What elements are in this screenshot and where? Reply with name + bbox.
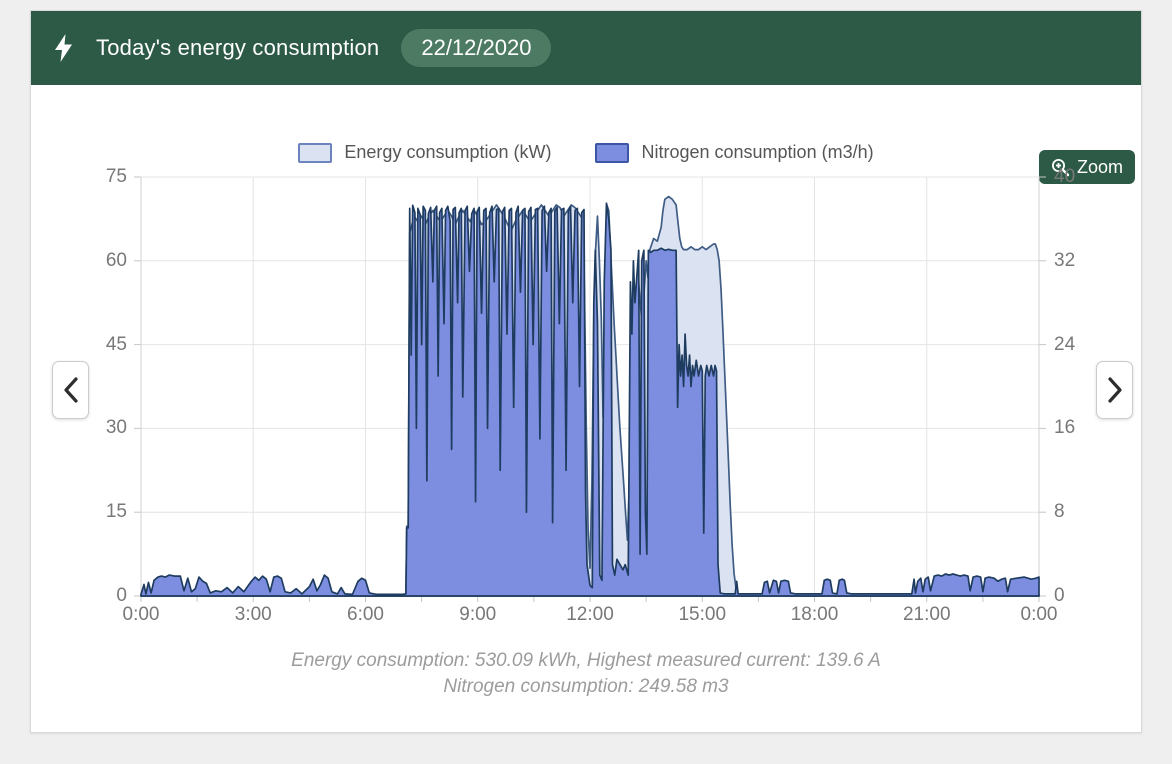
next-day-button[interactable] bbox=[1096, 361, 1133, 419]
axis-tick-label: 15:00 bbox=[678, 604, 727, 625]
legend-item-energy: Energy consumption (kW) bbox=[298, 142, 551, 163]
axis-tick-label: 16 bbox=[1054, 417, 1076, 439]
axis-tick-label: 18:00 bbox=[790, 604, 839, 625]
chevron-left-icon bbox=[63, 377, 79, 403]
axis-tick-label: 9:00 bbox=[459, 604, 497, 625]
axis-tick-label: 75 bbox=[105, 166, 127, 187]
series-area-1 bbox=[140, 202, 1040, 597]
axis-tick-label: 24 bbox=[1054, 333, 1076, 355]
legend-label-nitrogen: Nitrogen consumption (m3/h) bbox=[641, 142, 874, 162]
axis-tick-label: 6:00 bbox=[347, 604, 384, 625]
y-axis-right: 0 8 16 24 32 40 bbox=[1039, 167, 1141, 606]
energy-consumption-card: Today's energy consumption 22/12/2020 Zo… bbox=[30, 10, 1142, 733]
summary-line-energy: Energy consumption: 530.09 kWh, Highest … bbox=[291, 650, 881, 671]
zoom-button-label: Zoom bbox=[1076, 156, 1123, 177]
legend-item-nitrogen: Nitrogen consumption (m3/h) bbox=[595, 142, 874, 163]
date-badge: 22/12/2020 bbox=[401, 29, 552, 67]
lightning-bolt-icon bbox=[53, 33, 74, 63]
axis-tick-label: 0:00 bbox=[1020, 604, 1058, 625]
axis-tick-label: 0 bbox=[116, 585, 127, 606]
chevron-right-icon bbox=[1107, 377, 1123, 403]
legend-label-energy: Energy consumption (kW) bbox=[344, 142, 552, 162]
chart-summary: Energy consumption: 530.09 kWh, Highest … bbox=[31, 648, 1141, 700]
plot-row: 0 15 30 45 60 75 0 8 16 24 32 40 bbox=[31, 167, 1141, 606]
axis-tick-label: 0 bbox=[1054, 585, 1065, 606]
x-axis-row: 0:00 3:00 6:00 9:00 12:00 15:00 18:00 21:00 0:00 bbox=[31, 596, 1141, 632]
axis-tick-label: 21:00 bbox=[902, 604, 951, 625]
y-axis-left: 0 15 30 45 60 75 bbox=[31, 167, 141, 606]
card-header: Today's energy consumption 22/12/2020 bbox=[31, 11, 1141, 85]
legend-swatch bbox=[595, 142, 630, 163]
axis-tick-label: 60 bbox=[105, 249, 127, 271]
zoom-button[interactable]: Zoom bbox=[1038, 150, 1135, 184]
chart-legend: Energy consumption (kW) Nitrogen consump… bbox=[31, 142, 1141, 163]
previous-day-button[interactable] bbox=[52, 361, 89, 419]
axis-tick-label: 8 bbox=[1054, 501, 1065, 523]
axis-tick-label: 40 bbox=[1054, 166, 1076, 187]
page-title: Today's energy consumption bbox=[96, 35, 380, 60]
axis-tick-label: 15 bbox=[105, 501, 127, 523]
axis-tick-label: 12:00 bbox=[566, 604, 614, 625]
chart-section: Zoom Energy consumption (kW) Nitrogen co… bbox=[31, 142, 1141, 700]
axis-tick-label: 30 bbox=[105, 417, 127, 439]
plot-area bbox=[134, 176, 1046, 602]
magnifier-plus-icon bbox=[1051, 158, 1070, 177]
axis-tick-label: 3:00 bbox=[234, 604, 272, 625]
chart-plot bbox=[134, 176, 1046, 602]
axis-tick-label: 0:00 bbox=[122, 604, 160, 625]
summary-line-nitrogen: Nitrogen consumption: 249.58 m3 bbox=[443, 676, 729, 697]
axis-tick-label: 32 bbox=[1054, 249, 1076, 271]
axis-tick-label: 45 bbox=[105, 333, 127, 355]
legend-swatch bbox=[298, 142, 333, 163]
